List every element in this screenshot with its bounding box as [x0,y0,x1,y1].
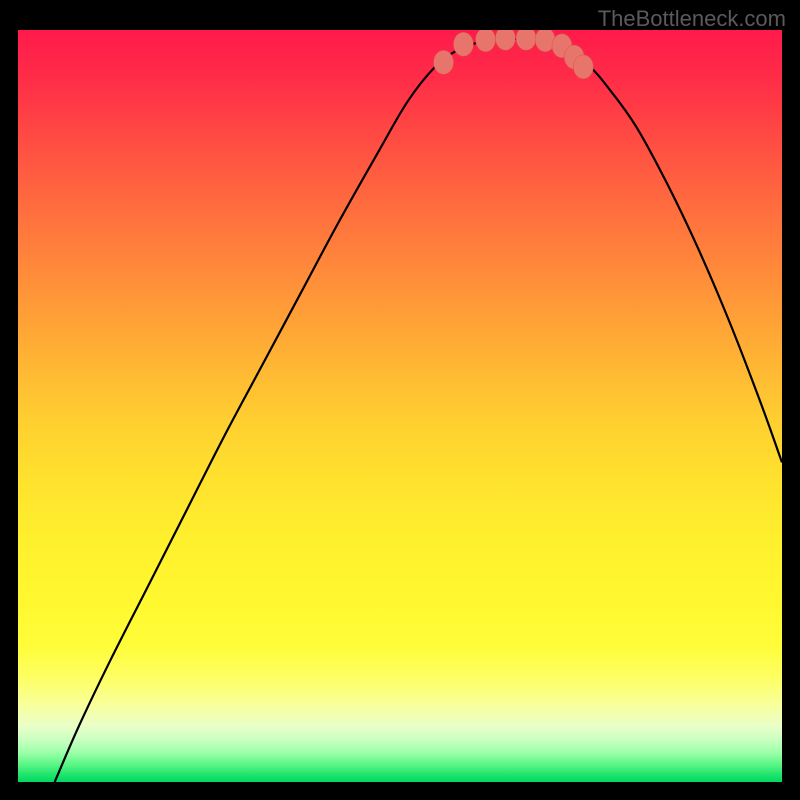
watermark-text: TheBottleneck.com [598,6,786,32]
chart-plot-area [18,30,782,782]
chart-background-gradient [18,30,782,782]
